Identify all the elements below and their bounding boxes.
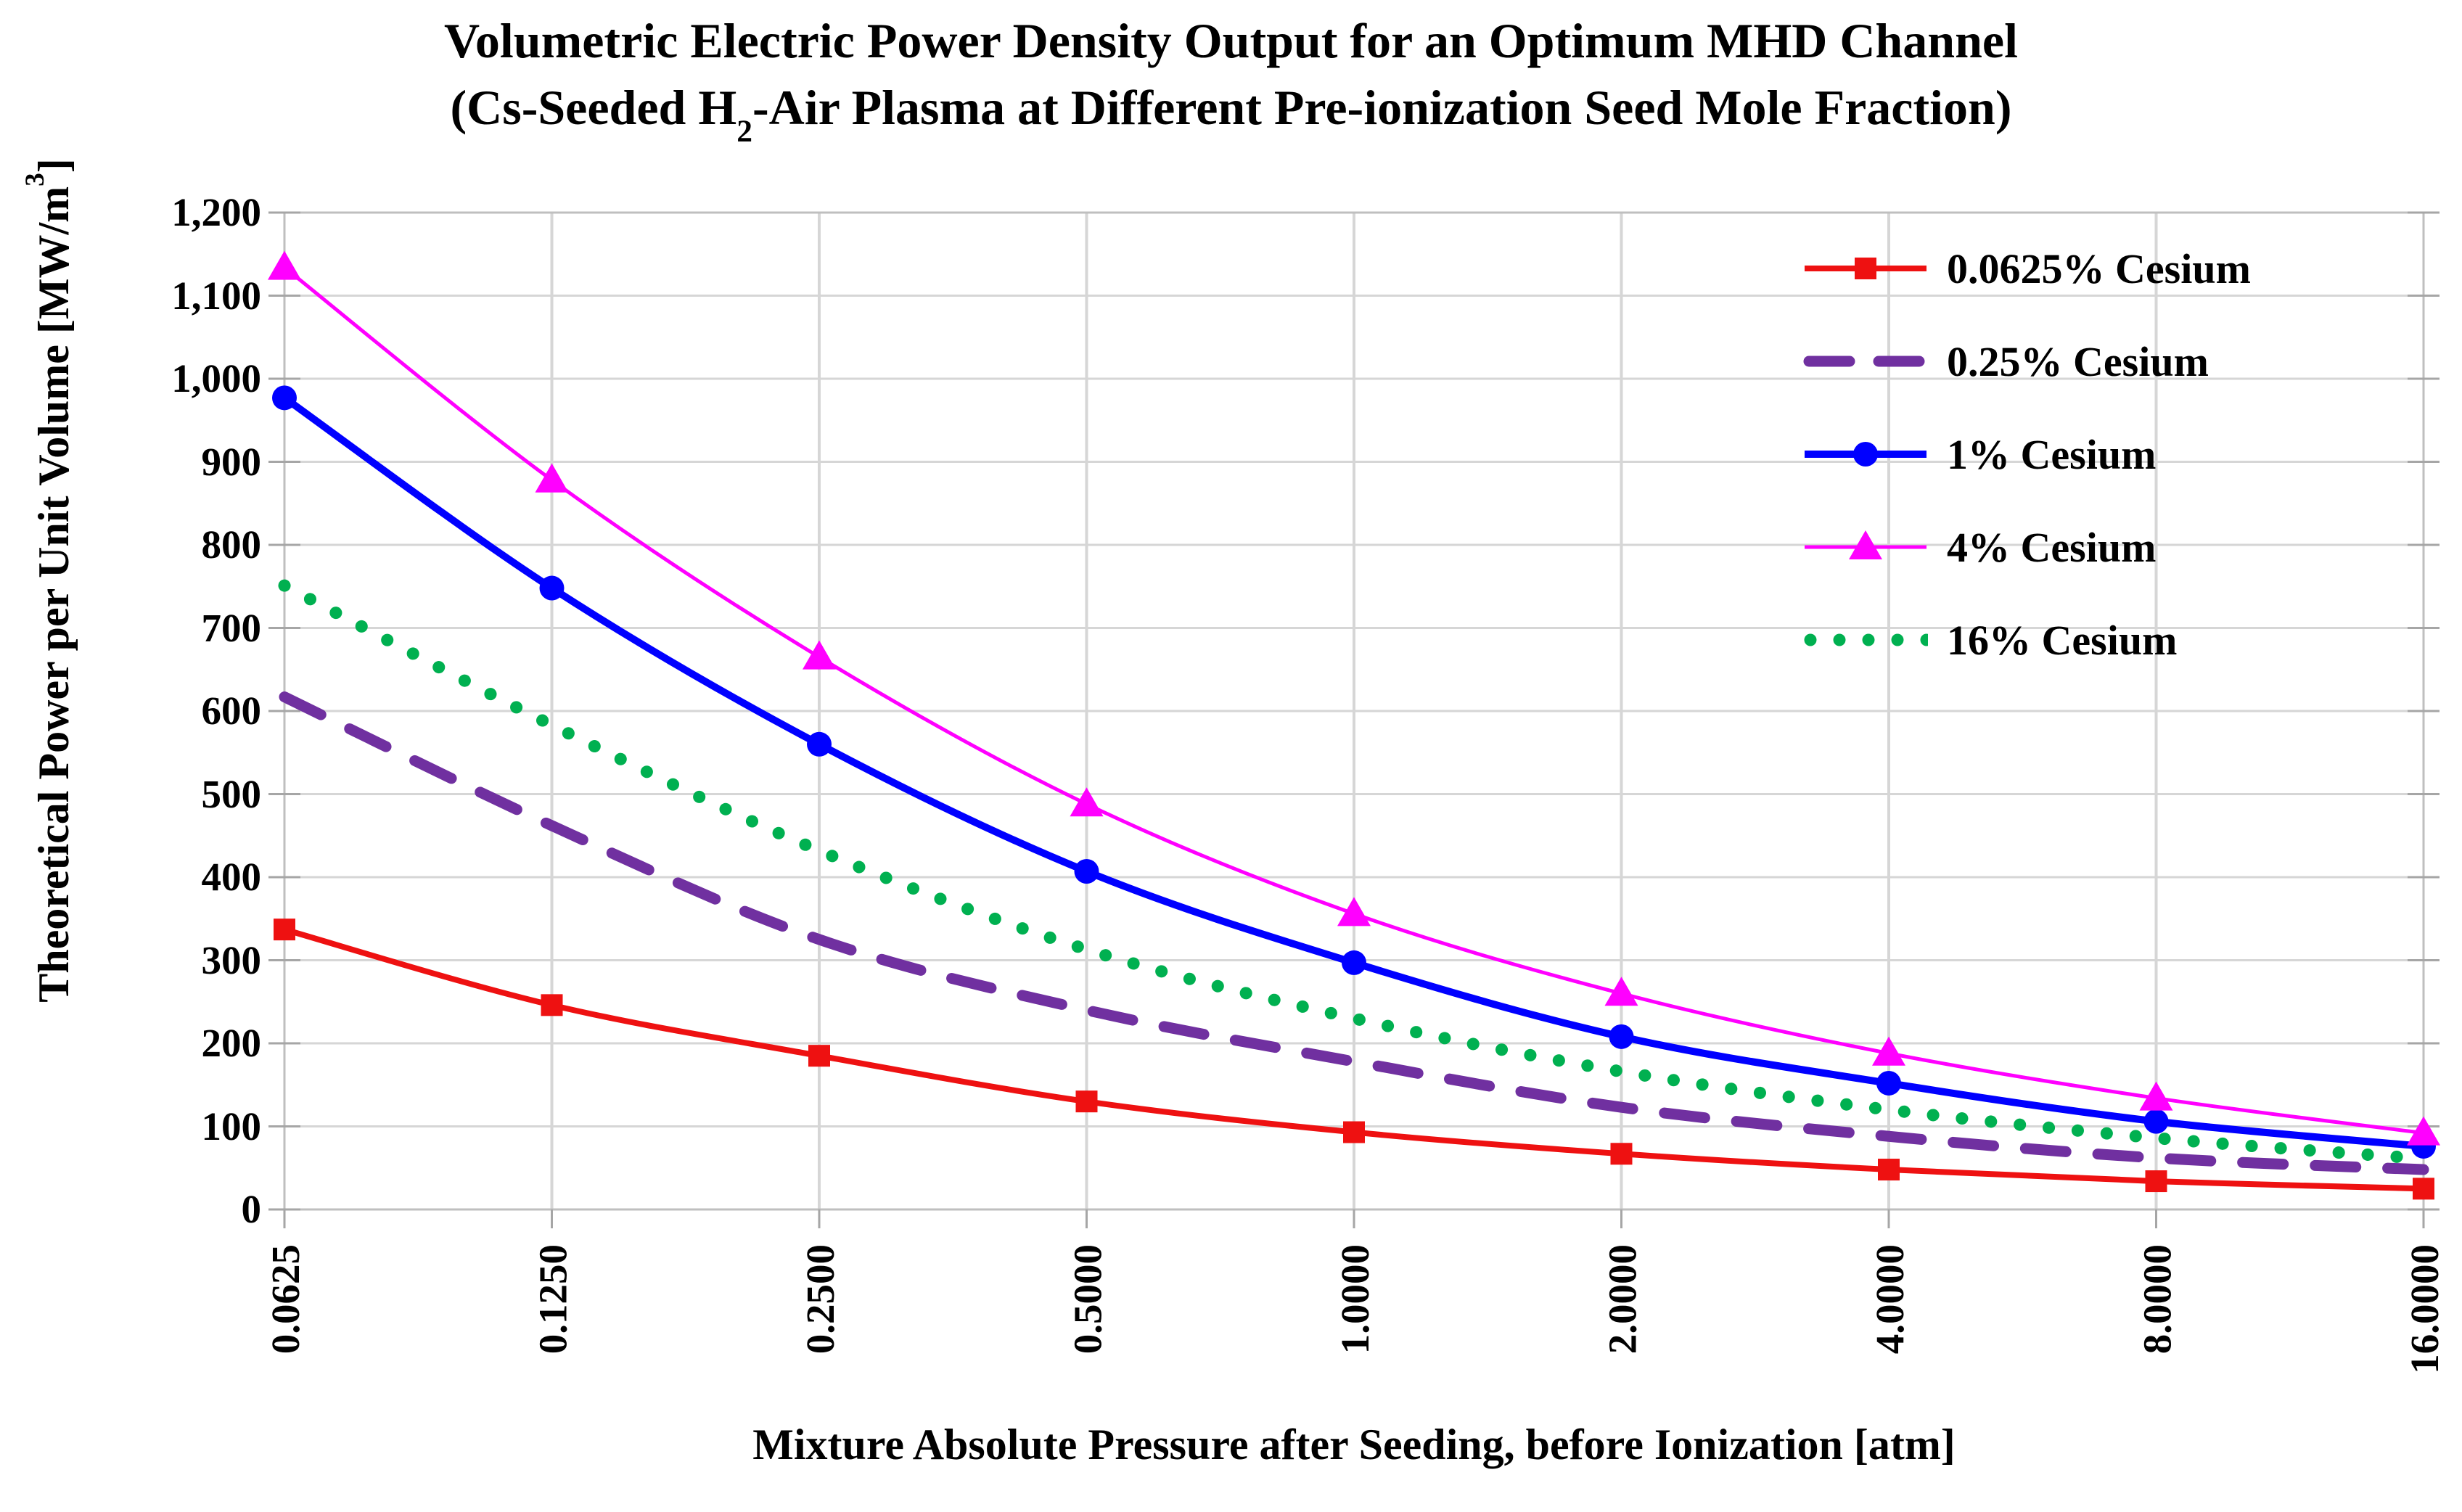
marker-circle: [807, 731, 832, 757]
y-tick-label: 900: [201, 439, 262, 484]
marker-triangle: [2407, 1116, 2440, 1146]
marker-square: [1075, 1090, 1098, 1113]
x-tick-label: 0.1250: [531, 1244, 575, 1354]
chart-title-line1: Volumetric Electric Power Density Output…: [444, 13, 2018, 68]
y-tick-label: 1,200: [171, 190, 261, 234]
marker-square: [1343, 1121, 1365, 1143]
marker-triangle: [2139, 1081, 2173, 1111]
x-tick-label: 0.5000: [1066, 1244, 1110, 1354]
legend-sample-none-dotted-thick: [1804, 633, 1928, 646]
legend-sample-triangle-solid-thin: [1805, 530, 1926, 559]
x-tick-label: 16.0000: [2402, 1244, 2447, 1374]
x-tick-label: 0.2500: [798, 1244, 842, 1354]
y-tick-label: 1,100: [171, 273, 261, 318]
legend-sample-circle-solid-thick: [1805, 442, 1926, 467]
marker-triangle: [268, 250, 301, 280]
marker-square: [541, 994, 563, 1016]
marker-triangle: [1337, 897, 1371, 926]
legend-item-3: 4% Cesium: [1803, 501, 2442, 593]
y-tick-label: 1,000: [171, 356, 261, 400]
legend-item-4: 16% Cesium: [1803, 593, 2442, 686]
chart-title-line2: (Cs-Seeded H2-Air Plasma at Different Pr…: [450, 80, 2012, 149]
legend-sample-square-solid-medium: [1805, 258, 1926, 279]
x-tick-label: 0.0625: [263, 1244, 308, 1354]
y-tick-label: 800: [201, 522, 262, 567]
marker-square: [2413, 1178, 2434, 1200]
legend-label: 4% Cesium: [1947, 523, 2157, 571]
y-tick-label: 500: [201, 771, 262, 816]
x-tick-label: 2.0000: [1601, 1244, 1645, 1354]
marker-triangle: [1604, 977, 1638, 1006]
series-line-4: [278, 579, 2430, 1165]
series-line-1: [279, 691, 2429, 1175]
marker-circle: [272, 385, 297, 411]
y-tick-label: 0: [241, 1187, 262, 1231]
marker-circle: [2143, 1109, 2169, 1134]
marker-triangle: [1070, 787, 1104, 817]
y-tick-label: 100: [201, 1104, 262, 1149]
marker-circle: [1074, 858, 1099, 884]
marker-circle: [1876, 1070, 1901, 1096]
legend-label: 16% Cesium: [1947, 616, 2178, 664]
marker-square: [1878, 1159, 1900, 1181]
legend-label: 1% Cesium: [1947, 430, 2157, 478]
y-tick-label: 300: [201, 937, 262, 982]
legend-label: 0.0625% Cesium: [1947, 245, 2251, 292]
marker-circle: [1342, 950, 1366, 975]
marker-triangle: [803, 640, 836, 670]
legend-label: 0.25% Cesium: [1947, 337, 2209, 385]
x-axis-title: Mixture Absolute Pressure after Seeding,…: [752, 1421, 1956, 1468]
legend-item-2: 1% Cesium: [1803, 408, 2442, 501]
x-tick-label: 4.0000: [1868, 1244, 1912, 1354]
x-tick-label: 1.0000: [1333, 1244, 1377, 1354]
marker-square: [274, 919, 295, 941]
x-tick-label: 8.0000: [2135, 1244, 2180, 1354]
marker-square: [808, 1045, 830, 1067]
marker-triangle: [535, 463, 569, 493]
marker-triangle: [1872, 1036, 1905, 1066]
marker-square: [2145, 1170, 2167, 1193]
marker-circle: [539, 575, 565, 601]
y-tick-label: 600: [201, 689, 262, 733]
marker-square: [1610, 1143, 1633, 1165]
y-tick-label: 200: [201, 1021, 262, 1065]
chart-title: Volumetric Electric Power Density Output…: [0, 7, 2462, 149]
legend-sample-none-dashed-thick: [1803, 356, 1925, 367]
y-tick-label: 700: [201, 605, 262, 650]
y-tick-label: 400: [201, 855, 262, 899]
legend-item-0: 0.0625% Cesium: [1803, 222, 2442, 315]
legend-item-1: 0.25% Cesium: [1803, 315, 2442, 408]
series-line-3: [283, 266, 2424, 1135]
marker-circle: [1609, 1024, 1634, 1049]
legend: 0.0625% Cesium 0.25% Cesium 1% Cesium 4% Ce…: [1803, 222, 2442, 686]
series-line-2: [282, 395, 2424, 1150]
